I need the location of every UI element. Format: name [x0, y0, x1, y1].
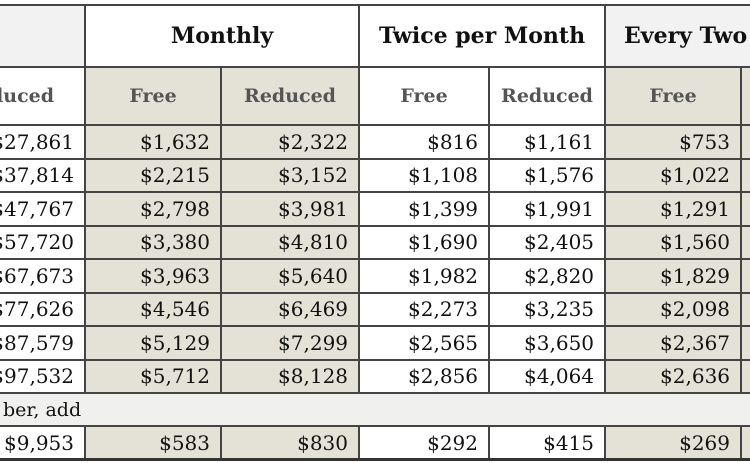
cell-monthly-free: $3,963	[84, 258, 222, 294]
cell-reduced-prev: $9,953	[0, 425, 86, 461]
cell-every-two-free: $1,022	[604, 157, 743, 193]
cell-twice-free: $1,690	[358, 224, 491, 260]
cell-monthly-free: $5,712	[84, 358, 222, 394]
cell-every-two-cut	[740, 124, 750, 160]
cell-every-two-free: $269	[604, 425, 743, 461]
cell-monthly-free: $4,546	[84, 291, 222, 327]
table-row: $97,532 $5,712 $8,128 $2,856 $4,064 $2,6…	[0, 358, 750, 394]
sub-header-every-two-cut: F	[740, 66, 750, 126]
additional-member-row: $9,953 $583 $830 $292 $415 $269	[0, 425, 750, 461]
cell-twice-reduced: $2,405	[488, 224, 607, 260]
cell-every-two-free: $1,291	[604, 191, 743, 227]
cell-monthly-free: $1,632	[84, 124, 222, 160]
cell-monthly-reduced: $5,640	[219, 258, 361, 294]
note-row: ber, add	[0, 392, 750, 427]
cell-reduced-prev: $37,814	[0, 157, 86, 193]
cell-every-two-cut	[740, 291, 750, 327]
cell-every-two-cut	[740, 224, 750, 260]
cell-every-two-free: $2,098	[604, 291, 743, 327]
sub-header-every-two-free: Free	[604, 66, 743, 126]
cell-twice-reduced: $3,650	[488, 325, 607, 361]
group-header-twice-per-month: Twice per Month	[358, 4, 607, 68]
income-eligibility-table: Monthly Twice per Month Every Two duced …	[0, 4, 750, 461]
cell-every-two-free: $2,636	[604, 358, 743, 394]
cell-reduced-prev: $27,861	[0, 124, 86, 160]
group-header-row: Monthly Twice per Month Every Two	[0, 4, 750, 68]
table-row: $67,673 $3,963 $5,640 $1,982 $2,820 $1,8…	[0, 258, 750, 294]
group-header-blank	[0, 4, 86, 68]
cell-reduced-prev: $57,720	[0, 224, 86, 260]
cell-monthly-reduced: $6,469	[219, 291, 361, 327]
cell-reduced-prev: $47,767	[0, 191, 86, 227]
cell-every-two-free: $1,829	[604, 258, 743, 294]
note-text: ber, add	[0, 392, 750, 427]
cell-monthly-reduced: $7,299	[219, 325, 361, 361]
cell-twice-free: $816	[358, 124, 491, 160]
sub-header-reduced-cut: duced	[0, 66, 86, 126]
cell-monthly-reduced: $4,810	[219, 224, 361, 260]
cell-monthly-free: $3,380	[84, 224, 222, 260]
cell-every-two-cut	[740, 425, 750, 461]
cell-reduced-prev: $67,673	[0, 258, 86, 294]
table-row: $27,861 $1,632 $2,322 $816 $1,161 $753	[0, 124, 750, 160]
cell-every-two-cut	[740, 325, 750, 361]
group-header-monthly: Monthly	[83, 4, 361, 68]
cell-reduced-prev: $77,626	[0, 291, 86, 327]
table-row: $77,626 $4,546 $6,469 $2,273 $3,235 $2,0…	[0, 291, 750, 327]
cell-every-two-free: $753	[604, 124, 743, 160]
table-row: $37,814 $2,215 $3,152 $1,108 $1,576 $1,0…	[0, 157, 750, 193]
table-row: $87,579 $5,129 $7,299 $2,565 $3,650 $2,3…	[0, 325, 750, 361]
cell-monthly-reduced: $3,152	[219, 157, 361, 193]
cell-twice-reduced: $1,161	[488, 124, 607, 160]
cell-every-two-free: $1,560	[604, 224, 743, 260]
cell-monthly-free: $2,798	[84, 191, 222, 227]
cell-every-two-cut	[740, 258, 750, 294]
cell-monthly-reduced: $8,128	[219, 358, 361, 394]
cell-every-two-cut	[740, 157, 750, 193]
cell-twice-free: $2,565	[358, 325, 491, 361]
group-header-every-two: Every Two	[604, 4, 750, 68]
cell-monthly-reduced: $2,322	[219, 124, 361, 160]
cell-monthly-reduced: $830	[219, 425, 361, 461]
cell-twice-reduced: $3,235	[488, 291, 607, 327]
cell-reduced-prev: $87,579	[0, 325, 86, 361]
cell-twice-reduced: $1,576	[488, 157, 607, 193]
cell-twice-free: $1,399	[358, 191, 491, 227]
cell-monthly-free: $583	[84, 425, 222, 461]
sub-header-row: duced Free Reduced Free Reduced Free F	[0, 66, 750, 126]
table-row: $47,767 $2,798 $3,981 $1,399 $1,991 $1,2…	[0, 191, 750, 227]
cell-twice-free: $292	[358, 425, 491, 461]
cell-every-two-free: $2,367	[604, 325, 743, 361]
cell-twice-free: $1,108	[358, 157, 491, 193]
table-row: $57,720 $3,380 $4,810 $1,690 $2,405 $1,5…	[0, 224, 750, 260]
cell-monthly-free: $2,215	[84, 157, 222, 193]
cell-twice-reduced: $4,064	[488, 358, 607, 394]
cell-twice-reduced: $1,991	[488, 191, 607, 227]
cell-twice-free: $2,856	[358, 358, 491, 394]
sub-header-monthly-reduced: Reduced	[219, 66, 361, 126]
cell-reduced-prev: $97,532	[0, 358, 86, 394]
cell-twice-reduced: $415	[488, 425, 607, 461]
cell-every-two-cut	[740, 358, 750, 394]
sub-header-twice-reduced: Reduced	[488, 66, 607, 126]
cell-every-two-cut	[740, 191, 750, 227]
cell-twice-free: $1,982	[358, 258, 491, 294]
cell-monthly-reduced: $3,981	[219, 191, 361, 227]
sub-header-monthly-free: Free	[84, 66, 222, 126]
cell-monthly-free: $5,129	[84, 325, 222, 361]
cell-twice-free: $2,273	[358, 291, 491, 327]
cell-twice-reduced: $2,820	[488, 258, 607, 294]
sub-header-twice-free: Free	[358, 66, 491, 126]
